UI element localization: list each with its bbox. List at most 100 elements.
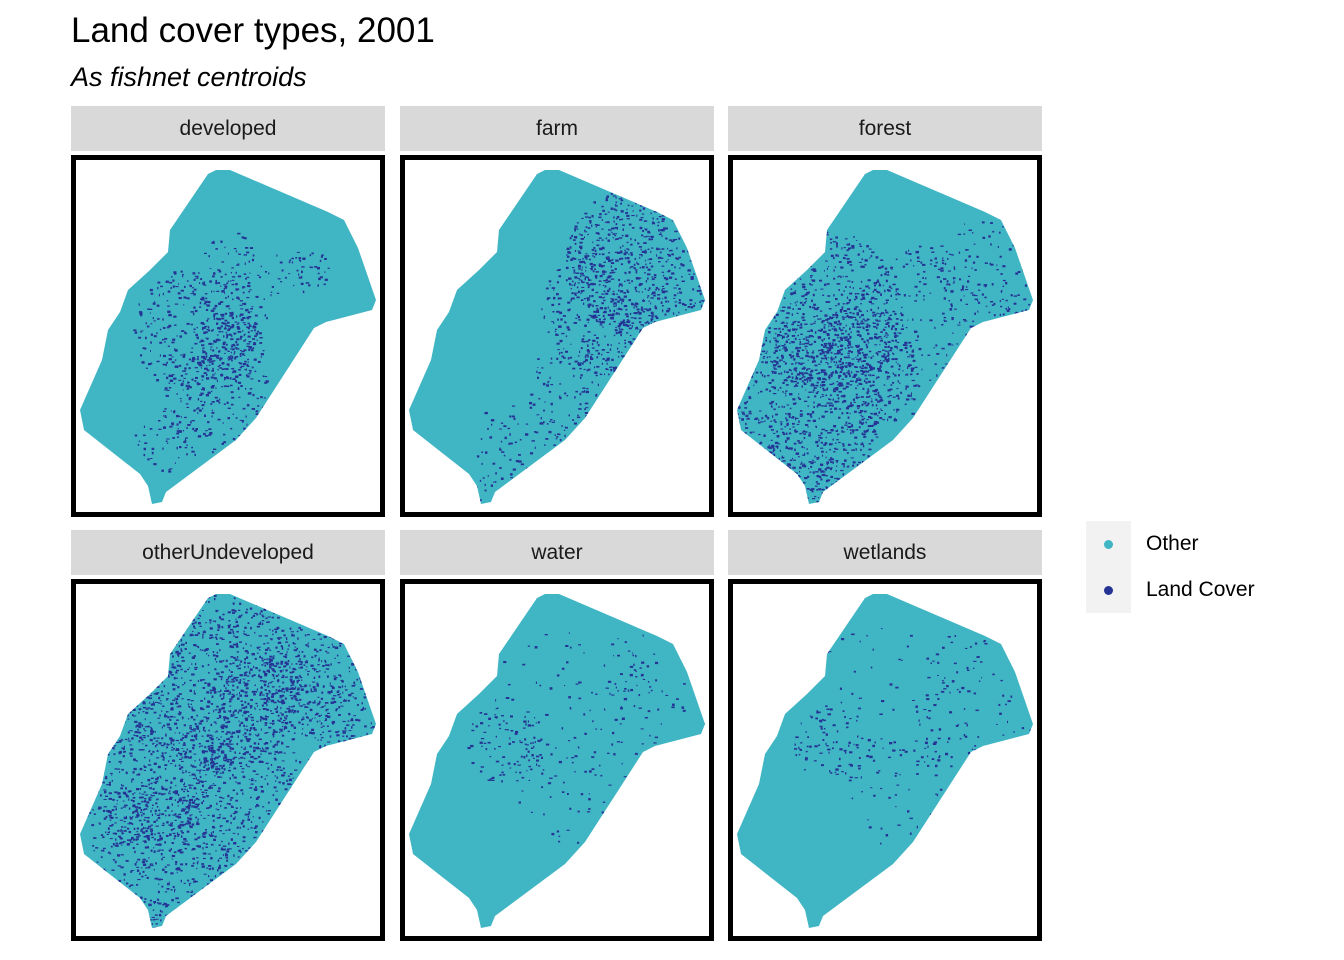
land-cover-point: [753, 275, 755, 278]
land-cover-point: [885, 279, 888, 283]
land-cover-point: [642, 325, 644, 327]
land-cover-point: [860, 280, 863, 283]
land-cover-point: [746, 400, 749, 403]
land-cover-point: [188, 397, 191, 401]
land-cover-point: [787, 257, 789, 261]
land-cover-point: [839, 384, 841, 386]
land-cover-point: [626, 319, 629, 321]
land-cover-point: [849, 429, 852, 431]
land-cover-point: [796, 373, 799, 376]
land-cover-point: [678, 311, 680, 314]
land-cover-point: [247, 327, 250, 330]
land-cover-point: [929, 420, 932, 423]
land-cover-point: [231, 267, 234, 269]
land-cover-point: [699, 289, 702, 292]
land-cover-point: [245, 642, 247, 646]
land-cover-point: [580, 234, 583, 236]
land-cover-point: [566, 247, 569, 249]
land-cover-point: [298, 257, 302, 260]
land-cover-point: [661, 291, 666, 294]
land-cover-point: [911, 398, 914, 400]
land-cover-point: [879, 370, 882, 372]
facet-strip-label: farm: [400, 106, 714, 151]
land-cover-point: [907, 394, 911, 397]
land-cover-point: [565, 426, 568, 429]
land-cover-point: [807, 377, 811, 380]
land-cover-point: [667, 254, 670, 256]
land-cover-point: [824, 351, 828, 353]
land-cover-point: [753, 384, 755, 387]
land-cover-point: [168, 358, 172, 361]
land-cover-point: [835, 370, 837, 372]
land-cover-point: [706, 307, 709, 309]
land-cover-point: [890, 266, 893, 269]
land-cover-point: [145, 322, 147, 325]
land-cover-point: [184, 438, 186, 441]
land-cover-point: [701, 228, 705, 231]
land-cover-point: [670, 264, 674, 266]
land-cover-point: [814, 395, 817, 398]
land-cover-point: [803, 376, 806, 378]
land-cover-point: [187, 385, 191, 388]
land-cover-point: [771, 444, 775, 447]
land-cover-point: [645, 280, 648, 283]
land-cover-point: [834, 356, 837, 359]
land-cover-point: [772, 367, 776, 369]
land-cover-point: [783, 479, 785, 481]
land-cover-point: [296, 251, 300, 253]
land-cover-point: [676, 213, 679, 215]
land-cover-point: [593, 247, 596, 250]
land-cover-point: [160, 285, 163, 288]
land-cover-point: [841, 332, 845, 335]
land-cover-point: [815, 308, 819, 311]
land-cover-point: [576, 286, 579, 289]
land-cover-point: [764, 313, 766, 316]
land-cover-point: [905, 385, 909, 388]
land-cover-point: [741, 418, 744, 421]
land-cover-point: [674, 304, 677, 308]
land-cover-point: [804, 323, 808, 325]
land-cover-point: [938, 268, 941, 271]
land-cover-point: [173, 382, 176, 385]
land-cover-point: [956, 411, 960, 414]
land-cover-point: [817, 497, 819, 499]
land-cover-point: [224, 285, 228, 288]
land-cover-point: [760, 304, 763, 306]
land-cover-point: [640, 277, 642, 279]
land-cover-point: [606, 358, 609, 361]
land-cover-point: [887, 396, 890, 398]
land-cover-point: [743, 446, 747, 449]
land-cover-point: [806, 497, 809, 500]
land-cover-point: [781, 285, 784, 288]
land-cover-point: [867, 380, 871, 383]
land-cover-point: [803, 253, 807, 256]
land-cover-point: [771, 425, 773, 428]
land-cover-point: [859, 420, 861, 422]
land-cover-point: [766, 350, 768, 353]
land-cover-point: [770, 303, 773, 305]
land-cover-point: [599, 321, 603, 324]
land-cover-point: [658, 216, 662, 218]
land-cover-point: [791, 335, 794, 337]
land-cover-point: [603, 280, 607, 282]
land-cover-point: [848, 260, 852, 263]
land-cover-point: [220, 325, 223, 328]
land-cover-point: [786, 246, 789, 249]
land-cover-point: [648, 191, 651, 193]
land-cover-point: [835, 311, 838, 313]
land-cover-point: [808, 432, 811, 434]
land-cover-point: [607, 313, 612, 317]
land-cover-point: [826, 283, 830, 285]
land-cover-point: [773, 351, 776, 354]
land-cover-point: [268, 405, 272, 407]
land-cover-point: [226, 282, 229, 285]
land-cover-point: [806, 369, 808, 372]
land-cover-point: [654, 192, 657, 195]
land-cover-point: [248, 316, 252, 318]
land-cover-point: [838, 441, 841, 444]
land-cover-point: [808, 335, 812, 337]
land-cover-point: [141, 648, 143, 650]
land-cover-point: [893, 332, 896, 334]
land-cover-point: [227, 350, 230, 352]
land-cover-point: [816, 444, 819, 447]
